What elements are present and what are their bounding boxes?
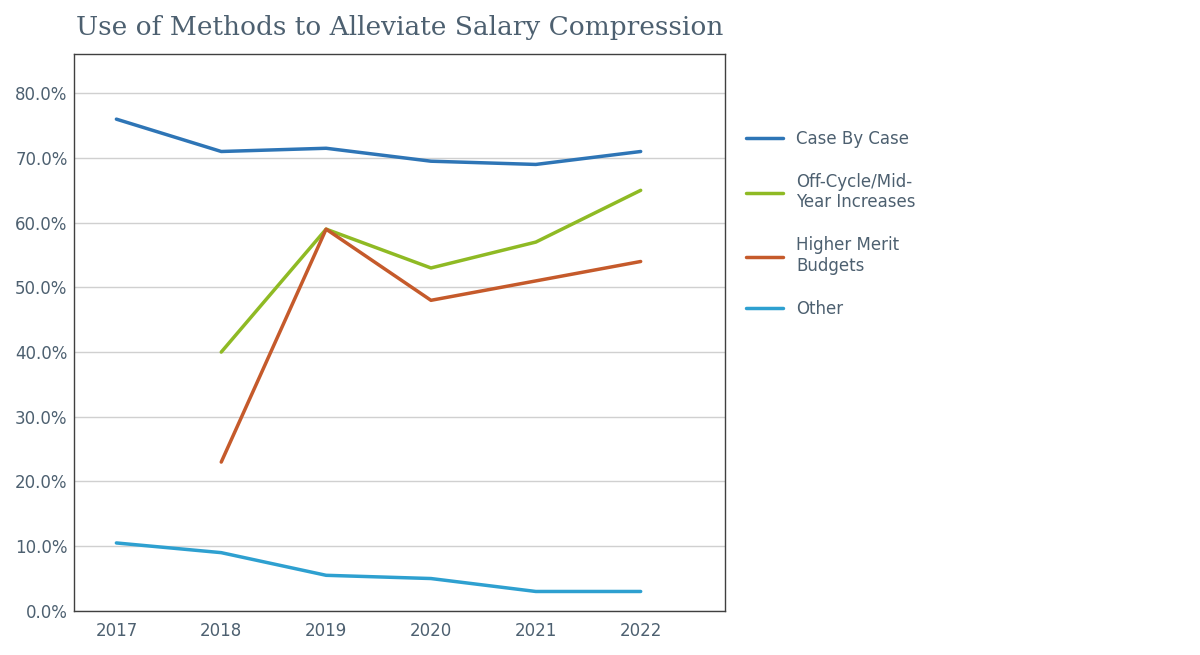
Higher Merit
Budgets bbox=[634, 257, 648, 265]
Other bbox=[214, 549, 228, 557]
Off-Cycle/Mid-
Year Increases bbox=[529, 238, 544, 246]
Off-Cycle/Mid-
Year Increases bbox=[424, 264, 438, 272]
Off-Cycle/Mid-
Year Increases bbox=[214, 348, 228, 356]
Higher Merit
Budgets bbox=[214, 458, 228, 466]
Case By Case bbox=[529, 160, 544, 168]
Title: Use of Methods to Alleviate Salary Compression: Use of Methods to Alleviate Salary Compr… bbox=[76, 15, 724, 40]
Other bbox=[109, 539, 124, 547]
Other bbox=[424, 574, 438, 582]
Case By Case bbox=[109, 115, 124, 123]
Legend: Case By Case, Off-Cycle/Mid-
Year Increases, Higher Merit
Budgets, Other: Case By Case, Off-Cycle/Mid- Year Increa… bbox=[746, 130, 916, 318]
Case By Case bbox=[634, 147, 648, 155]
Line: Case By Case: Case By Case bbox=[116, 119, 641, 164]
Higher Merit
Budgets bbox=[319, 225, 334, 233]
Other bbox=[529, 588, 544, 595]
Higher Merit
Budgets bbox=[529, 277, 544, 285]
Line: Off-Cycle/Mid-
Year Increases: Off-Cycle/Mid- Year Increases bbox=[221, 191, 641, 352]
Line: Other: Other bbox=[116, 543, 641, 591]
Case By Case bbox=[319, 144, 334, 152]
Case By Case bbox=[424, 157, 438, 165]
Other bbox=[319, 571, 334, 579]
Line: Higher Merit
Budgets: Higher Merit Budgets bbox=[221, 229, 641, 462]
Other bbox=[634, 588, 648, 595]
Off-Cycle/Mid-
Year Increases bbox=[319, 225, 334, 233]
Higher Merit
Budgets bbox=[424, 296, 438, 304]
Case By Case bbox=[214, 147, 228, 155]
Off-Cycle/Mid-
Year Increases bbox=[634, 187, 648, 195]
